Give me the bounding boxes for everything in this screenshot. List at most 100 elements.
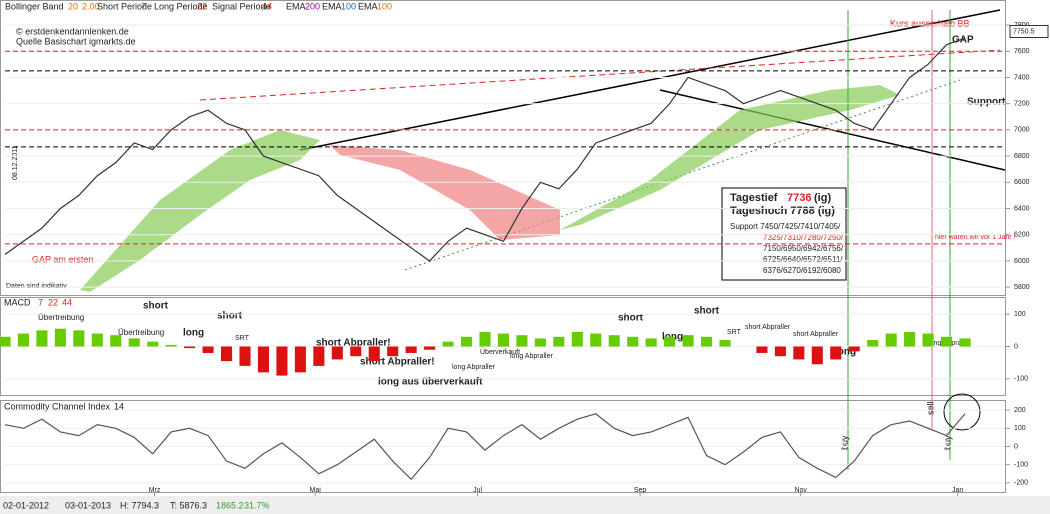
y-tick-label: 6400 <box>1014 205 1030 212</box>
y-tick-label: 7400 <box>1014 74 1030 81</box>
highlight-circle <box>943 393 981 431</box>
bar <box>387 346 399 357</box>
bar <box>922 333 934 347</box>
annotation: hier waren wir vor 1 Jahr ! <box>935 234 1016 241</box>
bar <box>147 341 159 347</box>
annotation: Daten sind indikativ <box>6 283 67 290</box>
info-text: Tagestief <box>730 192 778 204</box>
bar <box>516 335 528 347</box>
bar <box>793 346 805 360</box>
bar <box>257 346 269 373</box>
annotation: buy <box>942 435 952 450</box>
annotation: Überverkauft <box>480 348 520 356</box>
x-tick-label: Jan <box>952 487 963 494</box>
panel-param: 22 <box>48 297 58 307</box>
bar <box>811 346 823 365</box>
annotation: Support <box>967 97 1006 108</box>
price-tag: 7750.5 <box>1013 28 1035 35</box>
info-text: 7736 <box>787 192 811 204</box>
bar <box>221 346 233 362</box>
info-text: 7150/6950/6942/6756/ <box>763 244 844 253</box>
info-text: (ig) <box>814 192 831 204</box>
bar <box>774 346 786 357</box>
y-tick-label: 6000 <box>1014 258 1030 265</box>
bar <box>294 346 306 373</box>
legend-text: Long Periode <box>154 1 208 11</box>
info-text: 6725/6640/6572/6511/ <box>763 255 843 264</box>
bar <box>590 333 602 347</box>
bar <box>867 340 879 347</box>
legend-text: 44 <box>262 1 272 11</box>
panel-param: 7 <box>38 297 43 307</box>
annotation: GAP <box>952 35 974 46</box>
status-text: 31.7% <box>244 500 270 510</box>
status-bar <box>0 496 1050 514</box>
bar <box>350 346 362 357</box>
bar <box>645 338 657 347</box>
panel-param: 14 <box>114 401 124 411</box>
bar <box>368 346 380 362</box>
legend-text: 100 <box>341 1 356 11</box>
bar <box>461 336 473 347</box>
bar <box>0 336 11 347</box>
y-tick-label: -200 <box>1014 480 1028 487</box>
legend-text: 2.00 <box>82 1 100 11</box>
y-tick-label: 100 <box>1014 311 1026 318</box>
info-text: 7325/7310/7280/7250/ <box>763 233 844 242</box>
copyright: © erstdenkendannlenken.de <box>16 26 129 36</box>
annotation: SRT <box>235 335 250 342</box>
bar <box>202 346 214 353</box>
legend-text: EMA <box>322 1 342 11</box>
price-panel <box>0 0 1006 296</box>
bar <box>54 328 66 347</box>
legend-text: Bollinger Band <box>5 1 64 11</box>
legend-text: EMA <box>358 1 378 11</box>
x-tick-label: Mrz <box>149 487 161 494</box>
bar <box>756 346 768 353</box>
bar <box>276 346 288 376</box>
bar <box>165 344 177 347</box>
x-tick-label: Jul <box>473 487 482 494</box>
bar <box>701 336 713 347</box>
panel-title: Commodity Channel Index <box>4 401 111 411</box>
bar <box>571 331 583 347</box>
bar <box>17 333 29 347</box>
bar <box>959 338 971 347</box>
legend-text: 22 <box>197 1 207 11</box>
bar <box>110 335 122 347</box>
line <box>4 37 966 262</box>
annotation: 08.12.2011 <box>12 145 19 180</box>
bar <box>405 346 417 353</box>
bar <box>128 338 140 347</box>
cloud <box>560 85 900 230</box>
bar <box>608 335 620 347</box>
cloud <box>80 130 320 292</box>
annotation: Übertreibung <box>38 313 84 322</box>
line <box>4 413 966 481</box>
bar <box>442 341 454 347</box>
bar <box>830 346 842 360</box>
y-tick-label: 6800 <box>1014 153 1030 160</box>
annotation: short <box>217 311 243 322</box>
info-text: Tageshoch 7788 (ig) <box>730 205 835 217</box>
bar <box>36 330 48 347</box>
info-frame <box>721 187 847 281</box>
legend-text: 7 <box>141 1 146 11</box>
bar <box>719 340 731 347</box>
annotation: long <box>183 328 204 339</box>
annotation: short Abpraller <box>793 331 839 338</box>
bar <box>73 330 85 347</box>
bar <box>424 346 436 350</box>
legend-text: EMA <box>286 1 306 11</box>
bar <box>682 335 694 347</box>
annotation: long Abpraller <box>510 353 553 360</box>
annotation: short Abpraller! <box>316 338 391 349</box>
annotation: short Abpraller! <box>360 357 435 368</box>
panel-title: MACD <box>4 297 31 307</box>
annotation: short Abpraller <box>745 324 791 331</box>
bar <box>885 333 897 347</box>
status-text: H: 7794.3 <box>120 500 159 510</box>
bar <box>239 346 251 366</box>
